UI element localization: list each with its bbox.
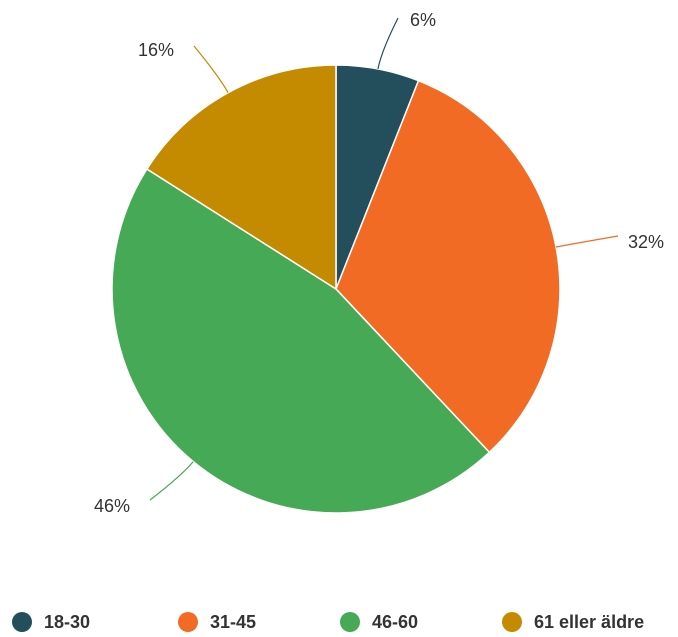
legend-label-31-45: 31-45 <box>210 611 257 632</box>
data-labels: 6% 32% 46% 16% <box>94 10 664 516</box>
legend-swatch-46-60 <box>340 612 360 632</box>
pie-slice-61-eller-aldre[interactable] <box>145 64 337 291</box>
legend-swatch-31-45 <box>178 612 198 632</box>
legend-item-31-45[interactable]: 31-45 <box>178 608 256 636</box>
data-label-18-30: 6% <box>410 10 436 30</box>
legend-item-61-eller-aldre[interactable]: 61 eller äldre <box>502 608 644 636</box>
data-label-46-60: 46% <box>94 496 130 516</box>
legend: 18-30 31-45 46-60 61 eller äldre <box>0 608 678 636</box>
legend-item-46-60[interactable]: 46-60 <box>340 608 418 636</box>
pie-slice-46-60[interactable] <box>111 167 491 514</box>
legend-item-18-30[interactable]: 18-30 <box>12 608 90 636</box>
data-label-61-eller-aldre: 16% <box>138 40 174 60</box>
label-leaders <box>149 17 619 501</box>
legend-label-18-30: 18-30 <box>44 611 91 632</box>
leader-line-18-30 <box>377 17 399 70</box>
leader-line-46-60 <box>149 461 194 501</box>
pie-slices <box>111 64 561 514</box>
pie-slice-31-45[interactable] <box>335 79 561 454</box>
data-label-31-45: 32% <box>628 232 664 252</box>
legend-swatch-61-eller-aldre <box>502 612 522 632</box>
legend-label-61-eller-aldre: 61 eller äldre <box>534 611 645 632</box>
leader-line-61-eller-aldre <box>193 45 229 93</box>
legend-label-46-60: 46-60 <box>372 611 419 632</box>
leader-line-31-45 <box>555 235 619 248</box>
legend-swatch-18-30 <box>12 612 32 632</box>
